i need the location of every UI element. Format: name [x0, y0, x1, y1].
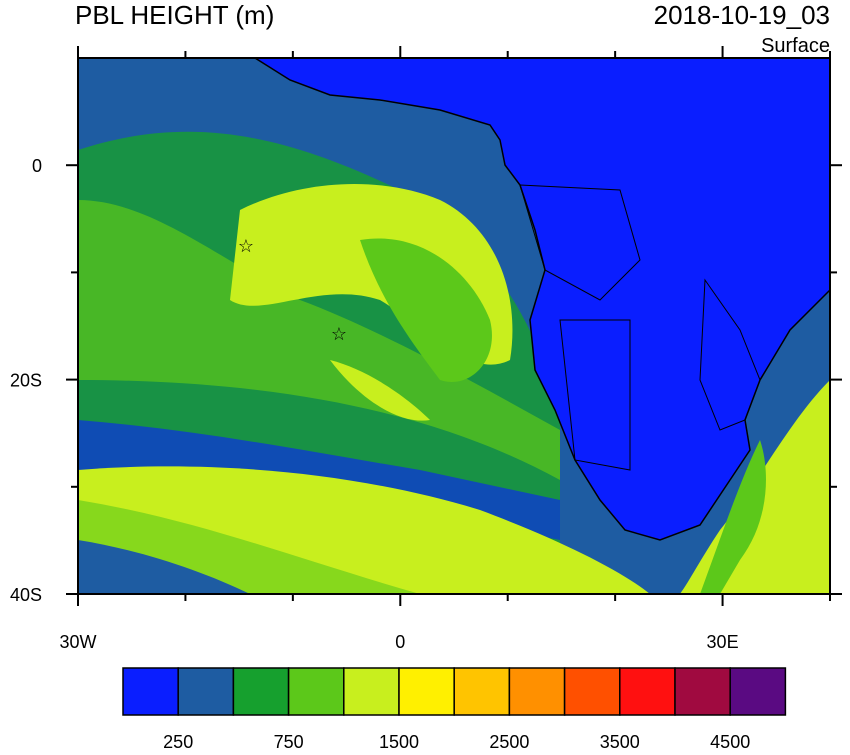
level-label: Surface — [761, 35, 830, 57]
y-tick-label: 0 — [32, 156, 42, 176]
time-label: 2018-10-19_03 — [654, 0, 830, 30]
y-tick-label: 40S — [10, 585, 42, 605]
colorbar-swatch — [508, 667, 566, 716]
colorbar-swatch — [177, 667, 235, 716]
colorbar-swatch — [287, 667, 345, 716]
colorbar-label: 250 — [163, 732, 193, 750]
star-marker: ☆ — [238, 236, 254, 256]
colorbar: 250 750 1500 2500 3500 4500 — [122, 667, 787, 752]
colorbar-label: 750 — [274, 732, 304, 750]
colorbar-label: 4500 — [710, 732, 750, 750]
colorbar-swatch — [232, 667, 290, 716]
y-tick-label: 20S — [10, 371, 42, 391]
axes: 30W 0 30E 0 20S 40S — [10, 46, 842, 652]
pbl-field: ☆ ☆ — [78, 58, 830, 594]
colorbar-swatch — [453, 667, 511, 716]
colorbar-label: 1500 — [379, 732, 419, 750]
colorbar-swatch — [122, 667, 179, 716]
colorbar-label: 3500 — [600, 732, 640, 750]
colorbar-label: 2500 — [489, 732, 529, 750]
colorbar-swatch — [619, 667, 676, 716]
x-tick-label: 30E — [707, 632, 739, 652]
map-frame — [77, 57, 831, 595]
colorbar-swatch — [343, 667, 400, 716]
x-tick-label: 30W — [59, 632, 96, 652]
colorbar-swatch — [674, 667, 731, 716]
colorbar-swatch — [398, 667, 455, 716]
colorbar-swatch — [729, 667, 787, 716]
colorbar-swatch — [563, 667, 621, 716]
star-marker: ☆ — [331, 324, 347, 344]
x-tick-label: 0 — [395, 632, 405, 652]
title: PBL HEIGHT (m) — [75, 0, 274, 30]
